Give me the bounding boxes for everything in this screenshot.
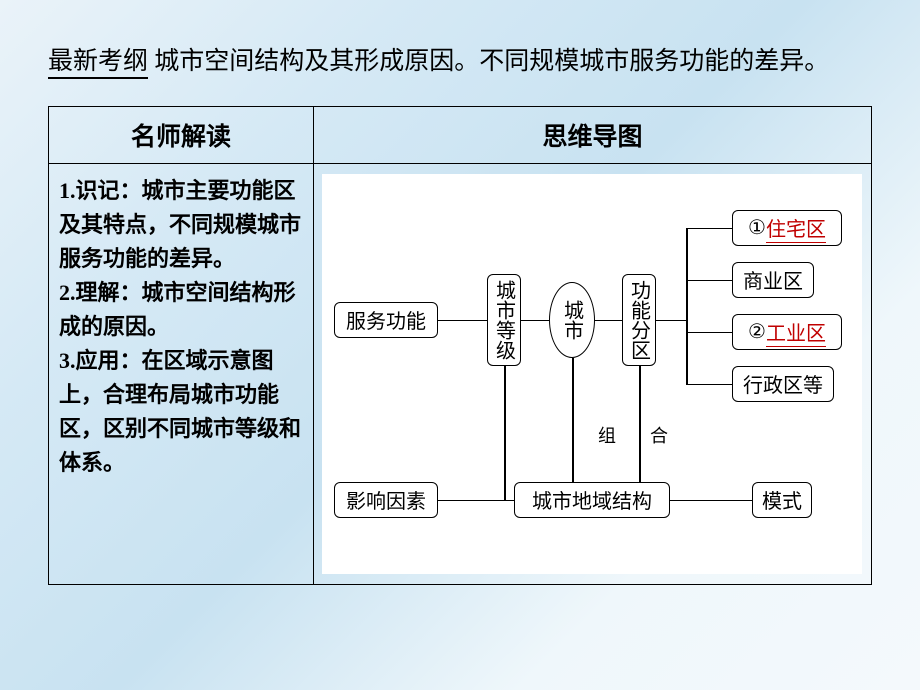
list-item: 3.应用：在区域示意图上，合理布局城市功能区，区别不同城市等级和体系。 xyxy=(59,344,303,480)
node-function: 功能分区 xyxy=(622,274,656,366)
label-combine-2: 合 xyxy=(650,422,668,448)
label-residential: 住宅区 xyxy=(766,213,826,243)
connector xyxy=(670,500,752,502)
table-body-row: 1.识记：城市主要功能区及其特点，不同规模城市服务功能的差异。 2.理解：城市空… xyxy=(49,163,872,584)
connector xyxy=(656,320,686,322)
list-item: 1.识记：城市主要功能区及其特点，不同规模城市服务功能的差异。 xyxy=(59,174,303,276)
mindmap-diagram: 服务功能 城市等级 城市 功能分区 ①住宅区 商业区 ②工业区 行政区等 影响因… xyxy=(322,174,862,574)
syllabus-label: 最新考纲 xyxy=(48,48,148,79)
header-right: 思维导图 xyxy=(314,106,872,163)
page-content: 最新考纲 城市空间结构及其形成原因。不同规模城市服务功能的差异。 名师解读 思维… xyxy=(0,0,920,585)
connector xyxy=(639,366,641,482)
interpretation-cell: 1.识记：城市主要功能区及其特点，不同规模城市服务功能的差异。 2.理解：城市空… xyxy=(49,163,314,584)
mindmap-cell: 服务功能 城市等级 城市 功能分区 ①住宅区 商业区 ②工业区 行政区等 影响因… xyxy=(314,163,872,584)
connector xyxy=(686,228,688,384)
list-item: 2.理解：城市空间结构形成的原因。 xyxy=(59,276,303,344)
connector xyxy=(504,366,506,500)
label-industrial: 工业区 xyxy=(766,317,826,347)
node-structure: 城市地域结构 xyxy=(514,482,670,518)
intro-text: 城市空间结构及其形成原因。不同规模城市服务功能的差异。 xyxy=(148,48,829,75)
connector xyxy=(595,320,622,322)
marker-1: ① xyxy=(748,215,766,240)
connector xyxy=(686,332,732,334)
main-table: 名师解读 思维导图 1.识记：城市主要功能区及其特点，不同规模城市服务功能的差异… xyxy=(48,106,872,585)
marker-2: ② xyxy=(748,319,766,344)
connector xyxy=(686,228,732,230)
node-zone-commercial: 商业区 xyxy=(732,262,814,298)
connector xyxy=(438,320,487,322)
connector xyxy=(521,320,549,322)
connector xyxy=(438,500,514,502)
node-factors: 影响因素 xyxy=(334,482,438,518)
node-city-level: 城市等级 xyxy=(487,274,521,366)
connector xyxy=(572,358,574,482)
intro-paragraph: 最新考纲 城市空间结构及其形成原因。不同规模城市服务功能的差异。 xyxy=(48,38,872,86)
node-service: 服务功能 xyxy=(334,302,438,338)
node-city: 城市 xyxy=(549,282,595,358)
header-left: 名师解读 xyxy=(49,106,314,163)
node-zone-residential: ①住宅区 xyxy=(732,210,842,246)
node-zone-admin: 行政区等 xyxy=(732,366,834,402)
connector xyxy=(686,384,732,386)
node-zone-industrial: ②工业区 xyxy=(732,314,842,350)
table-header-row: 名师解读 思维导图 xyxy=(49,106,872,163)
node-mode: 模式 xyxy=(752,482,812,518)
connector xyxy=(686,280,732,282)
label-combine-1: 组 xyxy=(598,422,616,448)
